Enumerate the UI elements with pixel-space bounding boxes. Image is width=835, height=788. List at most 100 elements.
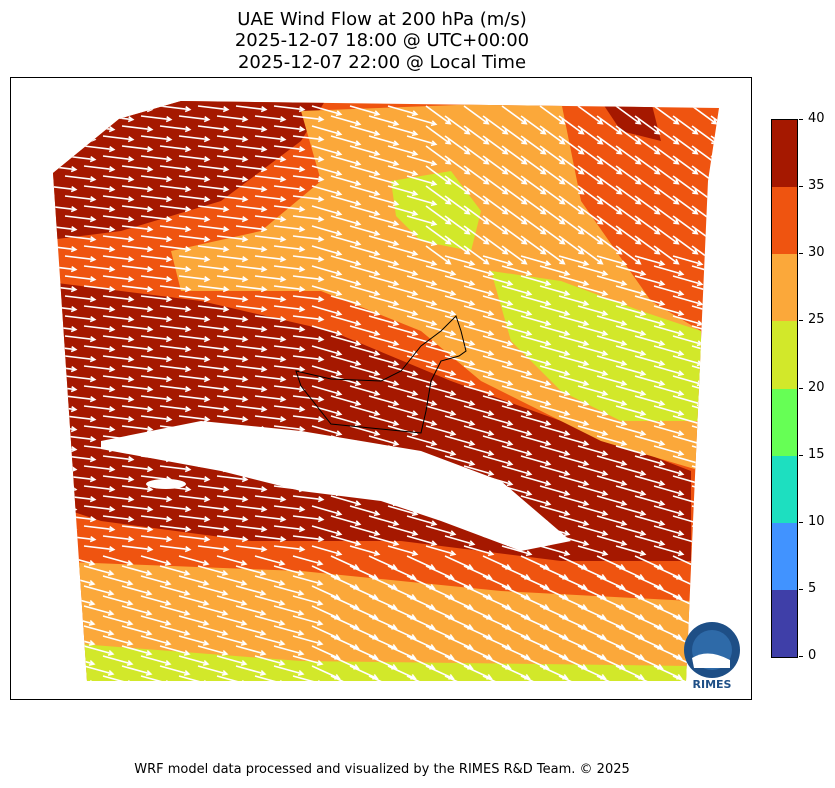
wind-arrow bbox=[387, 185, 419, 197]
wind-arrow bbox=[577, 285, 609, 297]
wind-arrow bbox=[368, 275, 400, 287]
wind-arrow bbox=[159, 105, 192, 113]
wind-arrow bbox=[501, 125, 528, 145]
wind-arrow bbox=[596, 275, 628, 287]
wind-arrow bbox=[292, 155, 325, 163]
wind-arrow bbox=[691, 485, 719, 497]
wind-arrow bbox=[368, 175, 400, 187]
wind-arrow bbox=[159, 305, 192, 313]
wind-arrow bbox=[539, 305, 571, 317]
wind-arrow bbox=[330, 375, 362, 387]
wind-arrow bbox=[749, 556, 751, 569]
wind-arrow bbox=[349, 445, 381, 457]
wind-arrow bbox=[653, 405, 685, 417]
wind-arrow bbox=[710, 215, 719, 235]
wind-arrow bbox=[83, 545, 116, 553]
wind-arrow bbox=[178, 155, 211, 163]
wind-arrow bbox=[558, 235, 585, 255]
wind-arrow bbox=[444, 275, 476, 287]
wind-arrow bbox=[292, 335, 325, 343]
wind-arrow bbox=[710, 335, 719, 347]
wind-arrow bbox=[197, 445, 230, 453]
wind-arrow bbox=[83, 425, 116, 433]
wind-arrow bbox=[653, 205, 680, 225]
wind-arrow bbox=[634, 435, 666, 447]
wind-arrow bbox=[216, 115, 249, 123]
wind-arrow bbox=[159, 325, 192, 333]
wind-arrow bbox=[596, 235, 623, 255]
wind-arrow bbox=[64, 295, 97, 303]
wind-arrow bbox=[520, 235, 547, 255]
wind-arrow bbox=[634, 415, 666, 427]
wind-arrow bbox=[520, 215, 547, 235]
wind-arrow bbox=[311, 365, 343, 377]
wind-arrow bbox=[46, 686, 75, 695]
wind-arrow bbox=[349, 385, 381, 397]
wind-arrow bbox=[520, 435, 552, 447]
wind-arrow bbox=[254, 155, 287, 163]
wind-arrow bbox=[197, 665, 229, 676]
wind-arrow bbox=[730, 146, 751, 164]
wind-arrow bbox=[349, 245, 381, 257]
wind-arrow bbox=[653, 145, 680, 165]
wind-arrow bbox=[178, 435, 211, 443]
wind-arrow bbox=[501, 525, 533, 537]
wind-arrow bbox=[349, 405, 381, 417]
wind-arrow bbox=[273, 205, 306, 213]
wind-arrow bbox=[178, 175, 211, 183]
wind-arrow bbox=[577, 545, 609, 557]
wind-arrow bbox=[634, 375, 666, 387]
wind-arrow bbox=[330, 435, 362, 447]
wind-arrow bbox=[710, 135, 719, 155]
wind-arrow bbox=[368, 335, 400, 347]
wind-arrow bbox=[425, 485, 457, 497]
wind-arrow bbox=[254, 235, 287, 243]
wind-arrow bbox=[539, 425, 571, 437]
wind-arrow bbox=[730, 506, 751, 515]
wind-arrow bbox=[121, 385, 154, 393]
wind-arrow bbox=[463, 205, 490, 225]
wind-arrow bbox=[520, 195, 547, 215]
wind-arrow bbox=[710, 455, 719, 467]
wind-arrow bbox=[197, 125, 230, 133]
wind-arrow bbox=[482, 235, 509, 255]
wind-arrow bbox=[577, 365, 609, 377]
colorbar-tick-label: 30 bbox=[799, 246, 825, 260]
wind-arrow bbox=[368, 415, 400, 427]
wind-arrow bbox=[463, 445, 495, 457]
wind-arrow bbox=[349, 465, 381, 477]
wind-arrow bbox=[140, 575, 172, 586]
wind-arrow bbox=[520, 275, 552, 287]
wind-arrow bbox=[387, 385, 419, 397]
wind-arrow bbox=[53, 265, 78, 273]
wind-arrow bbox=[444, 355, 476, 367]
wind-arrow bbox=[273, 645, 305, 656]
wind-arrow bbox=[539, 345, 571, 357]
wind-arrow bbox=[235, 345, 268, 353]
wind-arrow bbox=[672, 275, 704, 287]
wind-arrow bbox=[596, 475, 628, 487]
wind-arrow bbox=[749, 496, 751, 505]
wind-arrow bbox=[102, 295, 135, 303]
wind-arrow bbox=[672, 155, 699, 175]
wind-arrow bbox=[653, 345, 685, 357]
wind-arrow bbox=[121, 325, 154, 333]
wind-arrow bbox=[311, 505, 343, 517]
colorbar-segment bbox=[772, 388, 797, 456]
wind-arrow bbox=[558, 415, 590, 427]
wind-arrow bbox=[273, 245, 306, 253]
wind-arrow bbox=[102, 635, 134, 646]
wind-arrow bbox=[368, 115, 400, 127]
local-time: 2025-12-07 22:00 @ Local Time bbox=[237, 52, 527, 73]
wind-arrow bbox=[349, 485, 381, 497]
wind-arrow bbox=[596, 215, 623, 235]
wind-arrow bbox=[121, 365, 154, 373]
wind-arrow bbox=[730, 606, 751, 619]
wind-arrow bbox=[615, 105, 642, 125]
wind-arrow bbox=[330, 395, 362, 407]
wind-arrow bbox=[159, 365, 192, 373]
wind-arrow bbox=[710, 195, 719, 215]
wind-arrow bbox=[121, 145, 154, 153]
wind-arrow bbox=[577, 265, 609, 277]
wind-arrow bbox=[368, 155, 400, 167]
